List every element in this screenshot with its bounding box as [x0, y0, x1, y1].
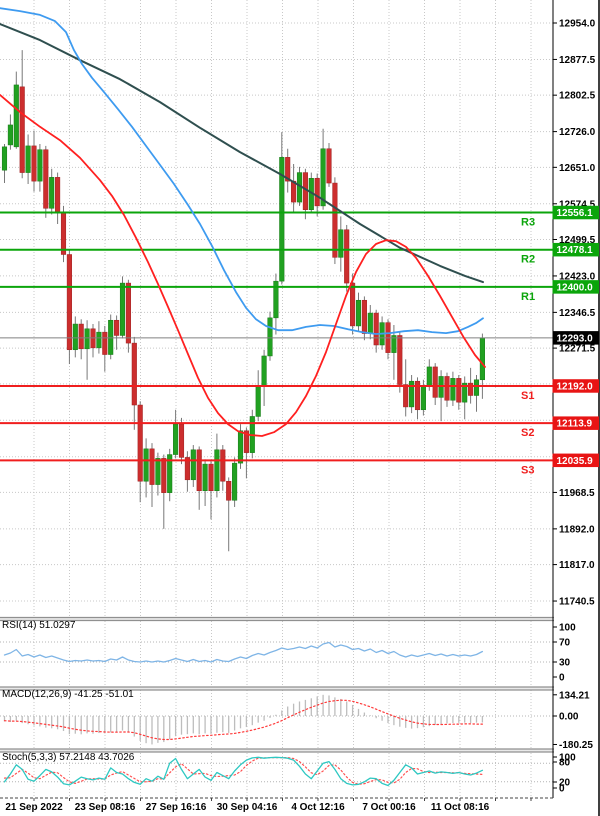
ma-red-line	[0, 94, 486, 437]
svg-text:12802.5: 12802.5	[559, 91, 596, 102]
svg-text:S3: S3	[521, 464, 534, 476]
svg-text:12954.0: 12954.0	[559, 19, 596, 30]
macd-indicator-label: MACD(12,26,9) -41.25 -51.01	[2, 689, 134, 700]
trend-dark-line	[0, 23, 484, 284]
price-axis: 12954.0 12877.5 12802.5 12726.0 12651.0 12574…	[552, 0, 600, 816]
svg-text:11968.5: 11968.5	[559, 488, 595, 499]
svg-text:134.21: 134.21	[559, 690, 590, 701]
price-badges: 12556.1 12478.1 12400.0 12293.0 12192.0 12113…	[552, 205, 599, 468]
svg-text:12271.5: 12271.5	[559, 344, 596, 355]
svg-text:12192.0: 12192.0	[557, 381, 594, 392]
time-axis-label: 27 Sep 16:16	[146, 802, 207, 813]
resistance-level-lines	[0, 211, 553, 288]
svg-text:70: 70	[559, 638, 571, 649]
svg-text:12113.9: 12113.9	[557, 419, 593, 430]
rsi-indicator-label: RSI(14) 51.0297	[2, 620, 76, 631]
stoch-k-line	[3, 756, 484, 787]
svg-text:30: 30	[559, 658, 571, 669]
svg-text:11817.0: 11817.0	[559, 560, 595, 571]
svg-text:12877.5: 12877.5	[559, 55, 596, 66]
time-axis-label: 21 Sep 2022	[5, 802, 63, 813]
svg-text:20: 20	[559, 778, 571, 789]
stoch-indicator-label: Stoch(5,3,3) 57.2148 43.7026	[2, 752, 135, 763]
svg-text:0: 0	[559, 673, 565, 684]
time-axis-label: 30 Sep 04:16	[217, 802, 278, 813]
svg-text:S1: S1	[521, 390, 534, 402]
svg-text:12478.1: 12478.1	[557, 245, 594, 256]
svg-text:R1: R1	[521, 291, 535, 303]
svg-text:0: 0	[559, 784, 565, 795]
level-name-labels: R3 R2 R1 S1 S2 S3	[521, 217, 535, 477]
svg-text:12726.0: 12726.0	[559, 127, 596, 138]
svg-text:12651.0: 12651.0	[559, 163, 596, 174]
svg-text:R3: R3	[521, 217, 535, 229]
svg-text:11892.0: 11892.0	[559, 524, 595, 535]
svg-text:S2: S2	[521, 427, 534, 439]
svg-text:12346.5: 12346.5	[559, 308, 596, 319]
support-level-lines	[0, 384, 553, 462]
macd-signal-line	[3, 699, 483, 741]
svg-text:11740.5: 11740.5	[559, 597, 595, 608]
svg-text:100: 100	[559, 623, 576, 634]
svg-text:12556.1: 12556.1	[557, 208, 594, 219]
stoch-d-line	[3, 756, 483, 785]
macd-histogram	[3, 694, 484, 745]
svg-text:12293.0: 12293.0	[557, 333, 594, 344]
ma-blue-line	[0, 7, 484, 335]
svg-text:R2: R2	[521, 254, 535, 266]
time-axis-label: 4 Oct 12:16	[291, 802, 345, 813]
time-axis-label: 23 Sep 08:16	[75, 802, 136, 813]
candle-wicks	[4, 50, 483, 552]
candle-bodies	[1, 84, 485, 501]
svg-text:12400.0: 12400.0	[557, 282, 594, 293]
svg-text:100: 100	[559, 753, 576, 764]
rsi-line	[3, 641, 484, 663]
svg-text:12423.0: 12423.0	[559, 271, 596, 282]
svg-text:0.00: 0.00	[559, 712, 579, 723]
panel-separators	[0, 616, 600, 753]
time-axis-label: 7 Oct 00:16	[362, 802, 416, 813]
svg-text:12499.5: 12499.5	[559, 235, 596, 246]
time-axis: 21 Sep 2022 23 Sep 08:16 27 Sep 16:16 30 Se…	[0, 797, 553, 813]
svg-text:-180.25: -180.25	[559, 740, 593, 751]
svg-text:12035.9: 12035.9	[557, 456, 594, 467]
svg-text:80: 80	[559, 758, 571, 769]
time-axis-label: 11 Oct 08:16	[431, 802, 490, 813]
svg-text:12574.5: 12574.5	[559, 199, 596, 210]
grid	[0, 0, 553, 797]
